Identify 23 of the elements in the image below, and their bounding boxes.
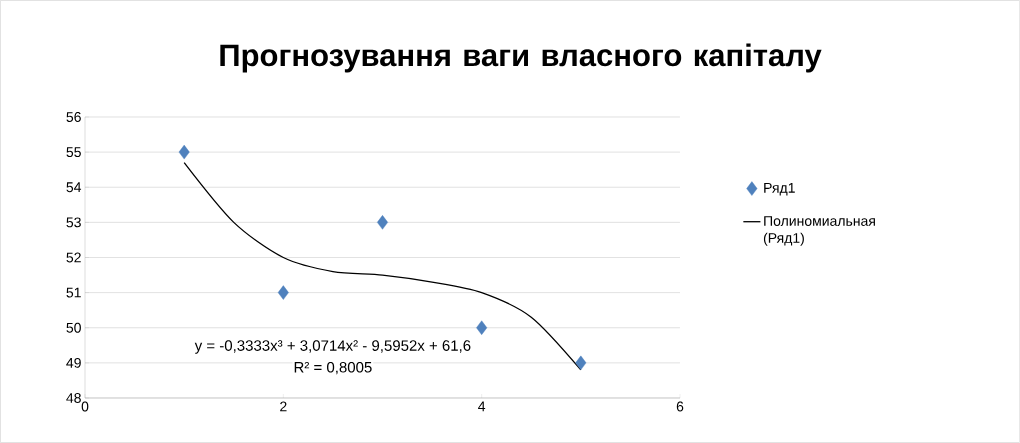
legend-label: Ряд1 bbox=[764, 183, 795, 196]
x-tick-label: 0 bbox=[81, 401, 89, 412]
x-tick-label: 6 bbox=[676, 401, 684, 412]
y-tick-label: 48 bbox=[66, 393, 81, 403]
legend-label: Полиномиальная (Ряд1) bbox=[763, 216, 875, 246]
x-tick-label: 2 bbox=[280, 401, 287, 412]
y-tick-label: 55 bbox=[66, 147, 81, 158]
point bbox=[178, 144, 190, 160]
annotation: y = -0,3333x³ + 3,0714x² - 9,5952x + 61,6 bbox=[194, 340, 471, 354]
y-tick-label: 53 bbox=[66, 217, 81, 228]
annotation: R² = 0,8005 bbox=[294, 361, 372, 375]
y-tick-label: 54 bbox=[66, 182, 82, 193]
point bbox=[476, 320, 488, 335]
y-tick-label: 49 bbox=[66, 357, 81, 368]
point bbox=[575, 355, 587, 371]
point bbox=[277, 285, 289, 300]
chart-title: Прогнозування ваги власного капіталу bbox=[220, 43, 822, 73]
y-tick-label: 52 bbox=[66, 252, 81, 263]
point bbox=[377, 215, 388, 230]
y-tick-label: 50 bbox=[66, 322, 81, 333]
x-tick-label: 4 bbox=[478, 401, 486, 412]
y-tick-label: 56 bbox=[66, 112, 81, 122]
y-tick-label: 51 bbox=[66, 287, 81, 298]
